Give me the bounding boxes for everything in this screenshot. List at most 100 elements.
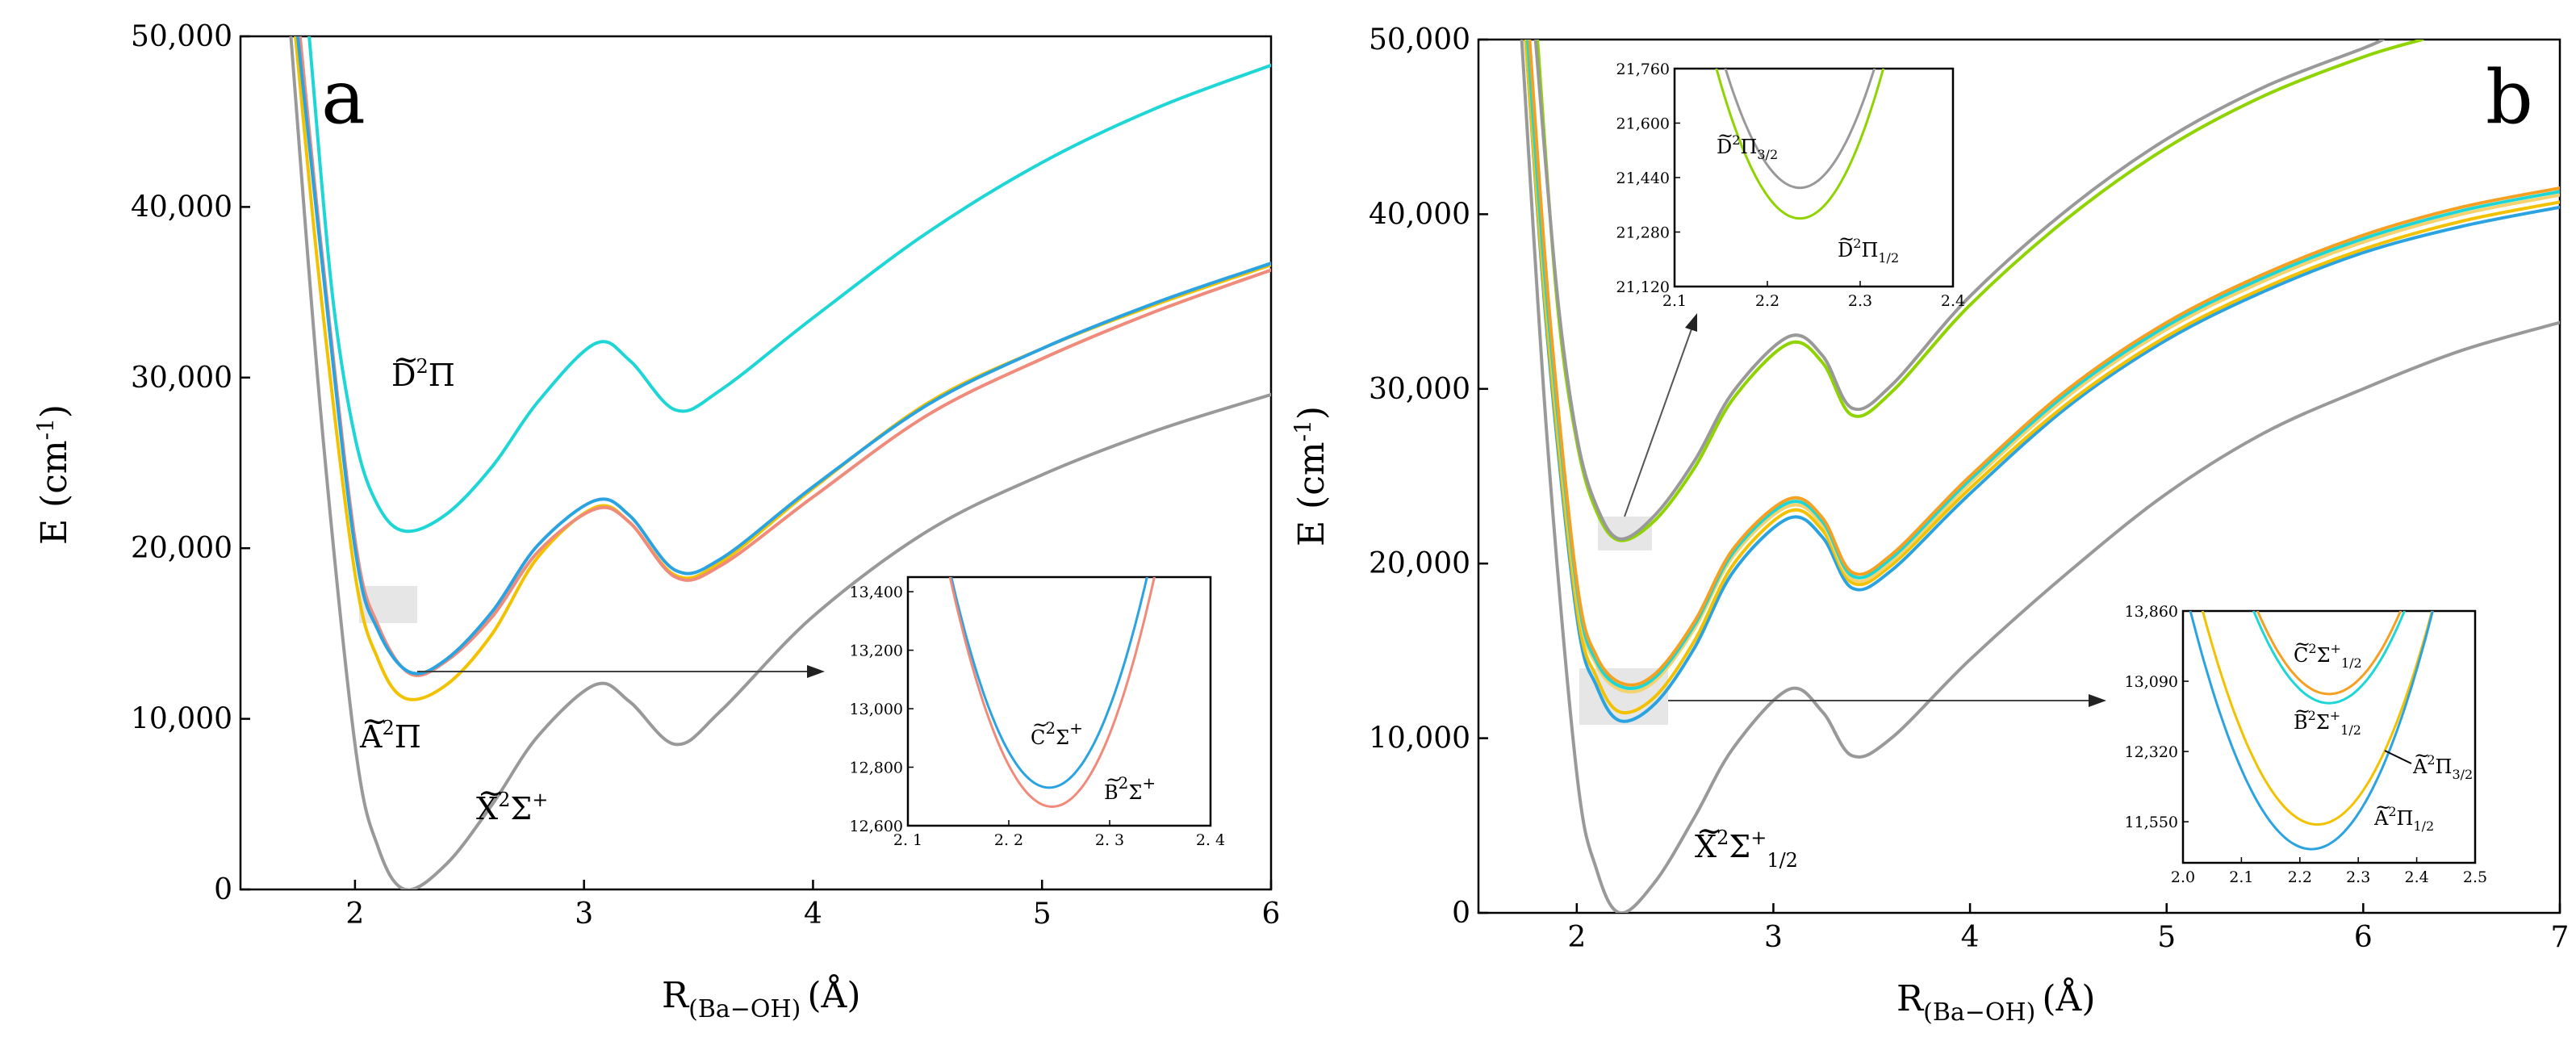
panel-b-inset-bottom-label-A2Pi32: A2Π3/2 ~: [2384, 744, 2473, 782]
tilde-mark: ~: [2294, 700, 2310, 722]
panel-a-label: a: [321, 54, 366, 140]
tilde-mark: ~: [478, 775, 504, 810]
panel-b-series-X212: [1520, 40, 2560, 913]
svg-text:C2Σ+1/2: C2Σ+1/2: [2294, 641, 2362, 671]
panel-a-inset-x-tick-label: 2. 1: [893, 831, 922, 849]
state-letter: X: [476, 791, 498, 826]
svg-text:X2Σ+: X2Σ+: [476, 789, 548, 826]
panel-a-inset-label-B2Sigma: B2Σ+ ~: [1104, 768, 1156, 804]
svg-text:A2Π: A2Π: [359, 717, 421, 755]
panel-a-y-tick-label: 20,000: [131, 532, 232, 565]
panel-b-series-D232: [1533, 40, 2385, 541]
panel-a-x-tick-label: 4: [804, 898, 822, 931]
svg-text:C2Σ+: C2Σ+: [1031, 718, 1083, 749]
panel-b-x-axis-title: R(Ba−OH) (Å): [1896, 977, 2095, 1027]
pointer-line: [2384, 750, 2412, 764]
panel-b-inset-top-y-tick-label: 21,440: [1616, 169, 1670, 187]
state-sub: 1/2: [1767, 849, 1798, 872]
state-tail: Π: [395, 719, 421, 755]
panel-b-inset-bottom-label-A2Pi12: A2Π1/2 ~: [2373, 796, 2434, 834]
panel-b-inset-bottom-series-C212b: [2256, 611, 2402, 696]
panel-a-inset-y-tick-label: 13,200: [850, 642, 903, 660]
tilde-mark: ~: [1838, 228, 1855, 250]
panel-b-inset-top-curves: [1715, 69, 1885, 220]
panel-b-inset-bottom-x-tick-label: 2.1: [2229, 868, 2253, 886]
tilde-mark: ~: [393, 341, 419, 377]
state-tail: Σ: [1729, 829, 1750, 864]
panel-a-inset-x-tick-label: 2. 2: [994, 831, 1023, 849]
svg-text:B2Σ+: B2Σ+: [1104, 773, 1156, 804]
panel-a-y-axis-title: E (cm-1): [32, 404, 75, 545]
state-sup2: +: [1142, 773, 1156, 793]
panel-b-inset-bottom-series-A212: [2189, 611, 2434, 851]
svg-text:D2Π: D2Π: [391, 355, 455, 393]
state-sup2: +: [1750, 826, 1767, 849]
tilde-mark: ~: [1696, 813, 1722, 848]
panel-b-inset-top-x-tick-label: 2.1: [1662, 292, 1687, 310]
panel-a-inset: 2. 1 2. 2 2. 3 2. 4 12,600 12,800 13,000 13,200…: [850, 575, 1226, 849]
panel-a-x-tick-label: 5: [1033, 898, 1052, 931]
panel-b-inset-top-label-D2Pi32: D2Π3/2 ~: [1717, 124, 1778, 162]
panel-b-inset-bottom-y-tick-label: 13,860: [2125, 603, 2178, 621]
panel-b-inset-top-y-tick-label: 21,600: [1616, 115, 1670, 133]
panel-a-inset-y-tick-label: 12,800: [850, 760, 903, 777]
panel-b-label: b: [2486, 54, 2533, 140]
panel-a: 2 3 4 5 6 0 10,000 20,000 30,000 40,000 50,000 a D…: [32, 20, 1280, 1023]
state-sup2: +: [532, 789, 548, 811]
state-sup: 2: [416, 355, 428, 378]
panel-a-inset-series-B2: [948, 577, 1156, 808]
tilde-mark: ~: [362, 703, 387, 739]
panel-a-inset-series-C2: [950, 577, 1148, 789]
panel-b-inset-bottom-frame: [2181, 609, 2477, 864]
panel-b-inset-top-x-tick-label: 2.3: [1848, 292, 1872, 310]
panel-b-axis-ticks: 2 3 4 5 6 7 0 10,000 20,000 30,000 40,000 50,000: [1369, 23, 2569, 954]
panel-b-inset-top-series-D212: [1715, 69, 1885, 220]
panel-a-state-label-X2Sigma: X2Σ+ ~: [476, 775, 548, 826]
state-tail: Π: [429, 358, 455, 393]
panel-a-series-D2: [307, 36, 1271, 534]
panel-b-inset-bottom-y-tick-label: 12,320: [2125, 743, 2178, 761]
panel-a-x-tick-label: 2: [345, 898, 364, 931]
panel-b-inset-bottom-series-C212: [2252, 611, 2406, 705]
panel-a-inset-curves: [948, 577, 1156, 808]
panel-a-inset-ticks: 2. 1 2. 2 2. 3 2. 4 12,600 12,800 13,000 13,200…: [850, 584, 1226, 849]
svg-text:A2Π3/2: A2Π3/2: [2412, 752, 2473, 782]
panel-b-inset-bottom-x-tick-label: 2.2: [2288, 868, 2312, 886]
panel-a-state-label-D2Pi: D2Π ~: [391, 341, 455, 393]
state-sup: 2: [382, 717, 394, 739]
tilde-mark: ~: [1032, 713, 1048, 736]
panel-b-state-label-X2Sigma: X2Σ+1/2 ~: [1695, 813, 1798, 872]
panel-b-y-axis-title: E (cm-1): [1290, 406, 1332, 546]
state-sup2: +: [1069, 718, 1083, 738]
panel-b-x-tick-label: 4: [1961, 921, 1980, 954]
state-letter: C: [1031, 726, 1045, 749]
panel-b-inset-top-y-tick-label: 21,760: [1616, 61, 1670, 78]
panel-b-x-tick-label: 7: [2551, 921, 2570, 954]
panel-b-highlight-top: [1598, 517, 1652, 550]
panel-b-inset-bottom-x-tick-label: 2.3: [2346, 868, 2370, 886]
svg-text:D2Π1/2: D2Π1/2: [1838, 236, 1899, 266]
panel-a-state-label-A2Pi: A2Π ~: [359, 703, 421, 755]
panel-a-axis-ticks: 2 3 4 5 6 0 10,000 20,000 30,000 40,000 50,000: [131, 20, 1280, 931]
tilde-mark: ~: [1106, 768, 1122, 791]
panel-a-x-tick-label: 3: [575, 898, 593, 931]
svg-text:D2Π3/2: D2Π3/2: [1717, 132, 1778, 162]
panel-a-inset-x-tick-label: 2. 3: [1095, 831, 1124, 849]
panel-a-inset-arrow-head: [807, 665, 825, 678]
state-letter: A: [359, 719, 383, 755]
panel-b-inset-bottom-label-B2Sigma: B2Σ+1/2 ~: [2294, 700, 2361, 738]
panel-b-inset-bottom-x-tick-label: 2.0: [2171, 868, 2195, 886]
panel-b-inset-bottom-label-C2Sigma: C2Σ+1/2 ~: [2294, 633, 2362, 671]
svg-text:A2Π1/2: A2Π1/2: [2373, 804, 2434, 834]
panel-b-y-tick-label: 0: [1452, 897, 1470, 930]
panel-b-curves: [1520, 40, 2560, 913]
tilde-mark: ~: [1717, 124, 1733, 147]
panel-a-curves: [289, 36, 1271, 889]
panel-a-inset-y-tick-label: 13,400: [850, 584, 903, 601]
panel-a-inset-label-C2Sigma: C2Σ+ ~: [1031, 713, 1083, 749]
panel-b-inset-bottom-y-tick-label: 11,550: [2125, 814, 2178, 831]
state-tail: Σ: [510, 791, 532, 826]
panel-b-inset-bottom-x-tick-label: 2.5: [2463, 868, 2487, 886]
